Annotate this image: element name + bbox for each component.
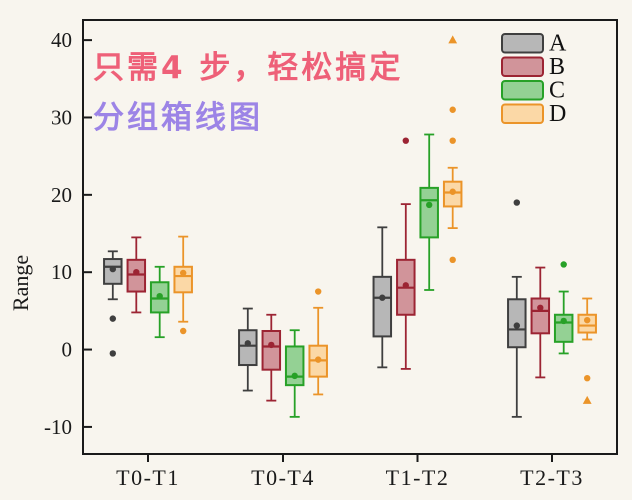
mean-marker	[109, 265, 117, 273]
y-tick-label: 30	[51, 105, 72, 129]
plot-border	[82, 19, 618, 455]
legend-swatch-c	[501, 80, 544, 101]
mean-marker	[379, 294, 386, 301]
mean-marker	[133, 268, 140, 276]
y-axis-label: Range	[8, 255, 33, 311]
box	[173, 265, 193, 294]
x-tick-label: T0-T4	[251, 465, 315, 490]
legend-swatch-b	[501, 56, 544, 77]
outlier-point	[449, 256, 456, 264]
legend-label-c: C	[549, 78, 565, 104]
legend-swatch-d	[501, 103, 544, 124]
box	[126, 258, 147, 293]
outlier-point	[315, 288, 322, 295]
outlier-point	[180, 327, 187, 335]
mean-marker	[156, 292, 163, 300]
mean-marker	[180, 269, 187, 277]
x-tick-label: T0-T1	[116, 465, 180, 490]
box	[530, 297, 551, 335]
y-tick-label: 20	[51, 183, 72, 207]
mean-marker	[449, 188, 456, 195]
outlier-triangle	[448, 35, 458, 44]
mean-marker	[560, 317, 567, 325]
outlier-point	[109, 350, 117, 357]
box	[238, 329, 258, 367]
box	[577, 313, 597, 334]
legend-label-b: B	[549, 54, 565, 80]
outlier-point	[584, 374, 591, 382]
mean-marker	[426, 201, 433, 209]
y-tick-label: -10	[44, 415, 72, 439]
box	[261, 329, 282, 371]
mean-marker	[268, 341, 275, 349]
legend-swatch-a	[501, 33, 544, 54]
mean-marker	[537, 304, 544, 311]
y-tick-label: 10	[51, 260, 72, 284]
mean-marker	[513, 322, 520, 329]
box	[284, 345, 305, 387]
mean-marker	[402, 282, 409, 289]
x-tick-label: T1-T2	[386, 465, 450, 490]
y-tick-label: 0	[62, 338, 73, 362]
outlier-triangle	[582, 395, 592, 404]
mean-marker	[244, 340, 251, 347]
legend-label-a: A	[549, 31, 567, 57]
box	[419, 186, 439, 239]
outlier-point	[513, 199, 520, 206]
outlier-point	[109, 315, 117, 322]
outlier-point	[560, 261, 567, 268]
x-tick-label: T2-T3	[520, 465, 584, 490]
mean-marker	[584, 316, 591, 324]
mean-marker	[315, 356, 322, 363]
outlier-point	[449, 137, 456, 144]
mean-marker	[291, 372, 298, 380]
y-tick-label: 40	[51, 28, 72, 52]
outlier-point	[402, 137, 409, 144]
outlier-point	[449, 106, 456, 113]
box	[372, 275, 393, 338]
legend-label-d: D	[549, 101, 566, 127]
